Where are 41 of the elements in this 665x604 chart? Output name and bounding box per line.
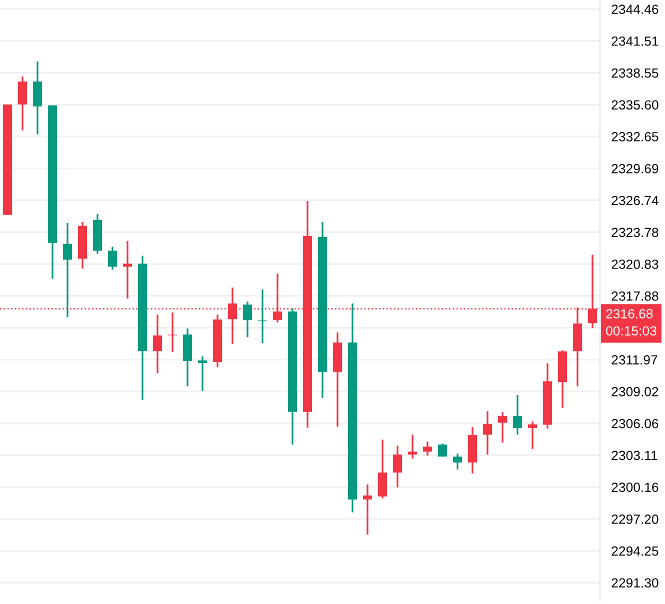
candlestick <box>63 222 72 318</box>
y-tick-label: 2329.69 <box>612 164 658 174</box>
y-tick-label: 2311.97 <box>612 355 658 365</box>
candlestick <box>408 434 417 460</box>
candlestick <box>453 452 462 470</box>
candlestick <box>483 410 492 456</box>
candlestick <box>393 444 402 488</box>
candlestick <box>168 312 177 353</box>
candlestick <box>18 76 27 132</box>
candlestick <box>528 420 537 450</box>
y-tick-label: 2317.88 <box>612 291 658 301</box>
text: 00:15:03 <box>606 326 656 336</box>
y-tick-label: 2309.02 <box>612 387 658 396</box>
candlestick <box>513 394 522 436</box>
y-tick-label: 2335.60 <box>612 100 658 110</box>
candlestick <box>228 286 237 345</box>
candlestick <box>153 314 162 374</box>
y-tick-label: 2303.11 <box>612 450 658 460</box>
candlestick <box>123 240 132 300</box>
candlestick <box>258 288 267 344</box>
y-tick-label: 2341.51 <box>612 36 658 46</box>
y-tick-label: 2332.65 <box>612 132 658 142</box>
y-tick-label: 2344.46 <box>612 4 658 14</box>
ref-line-label: 2316.68 <box>606 309 653 318</box>
candlestick <box>198 356 207 392</box>
candlestick <box>438 442 447 458</box>
y-tick-label: 2326.74 <box>612 196 658 206</box>
y-tick-label: 2291.30 <box>612 578 658 588</box>
y-tick-label: 2297.20 <box>612 514 658 524</box>
candlestick <box>363 484 372 536</box>
y-tick-label: 2306.06 <box>612 418 658 428</box>
candlestick <box>498 411 507 444</box>
candlestick <box>243 300 252 338</box>
y-tick-label: 2323.78 <box>612 228 658 238</box>
candlestick <box>378 438 387 500</box>
y-tick-label: 2300.16 <box>612 482 658 492</box>
y-tick-label: 2338.55 <box>612 68 658 78</box>
candlestick <box>423 440 432 456</box>
candlestick <box>108 246 117 270</box>
y-tick-label: 2294.25 <box>612 546 658 556</box>
y-tick-label: 2320.83 <box>612 260 658 269</box>
